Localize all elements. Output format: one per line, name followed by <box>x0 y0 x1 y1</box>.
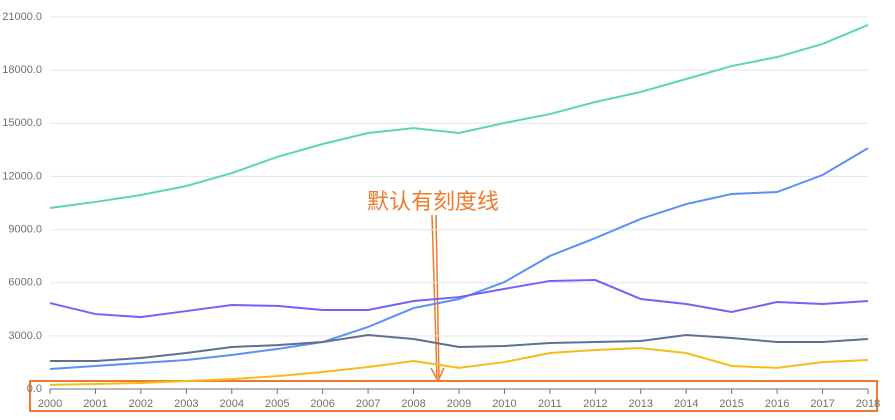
series-line <box>49 147 869 370</box>
x-tick-label: 2017 <box>810 398 834 410</box>
y-tick-label: 18000.0 <box>2 64 42 76</box>
x-tick-label: 2014 <box>674 398 698 410</box>
x-tick-label: 2010 <box>492 398 516 410</box>
x-tick-label: 2002 <box>129 398 153 410</box>
highlight-box <box>29 380 878 412</box>
x-tick-label: 2001 <box>83 398 107 410</box>
x-tick-label: 2000 <box>38 398 62 410</box>
series-line <box>49 347 869 386</box>
x-tick-label: 2004 <box>220 398 244 410</box>
x-tick-label: 2006 <box>310 398 334 410</box>
x-tick-label: 2011 <box>538 398 562 410</box>
x-tick-label: 2018 <box>856 398 880 410</box>
y-tick-label: 15000.0 <box>2 117 42 129</box>
annotation-arrow <box>430 214 445 383</box>
x-tick-label: 2012 <box>583 398 607 410</box>
y-tick-label: 6000.0 <box>8 277 42 289</box>
x-tick-label: 2007 <box>356 398 380 410</box>
y-tick-label: 3000.0 <box>8 330 42 342</box>
x-tick-label: 2003 <box>174 398 198 410</box>
y-tick-label: 0.0 <box>27 383 42 395</box>
x-tick-label: 2009 <box>447 398 471 410</box>
x-tick-label: 2005 <box>265 398 289 410</box>
series-line <box>49 24 869 209</box>
annotation: 默认有刻度线 <box>367 189 499 214</box>
x-tick-label: 2013 <box>629 398 653 410</box>
series-line <box>49 279 869 319</box>
y-tick-label: 12000.0 <box>2 170 42 182</box>
y-tick-label: 21000.0 <box>2 11 42 23</box>
y-tick-label: 9000.0 <box>8 223 42 235</box>
series-line <box>50 333 869 363</box>
x-tick-label: 2008 <box>401 398 425 410</box>
x-tick-label: 2016 <box>765 398 789 410</box>
x-tick-label: 2015 <box>719 398 743 410</box>
